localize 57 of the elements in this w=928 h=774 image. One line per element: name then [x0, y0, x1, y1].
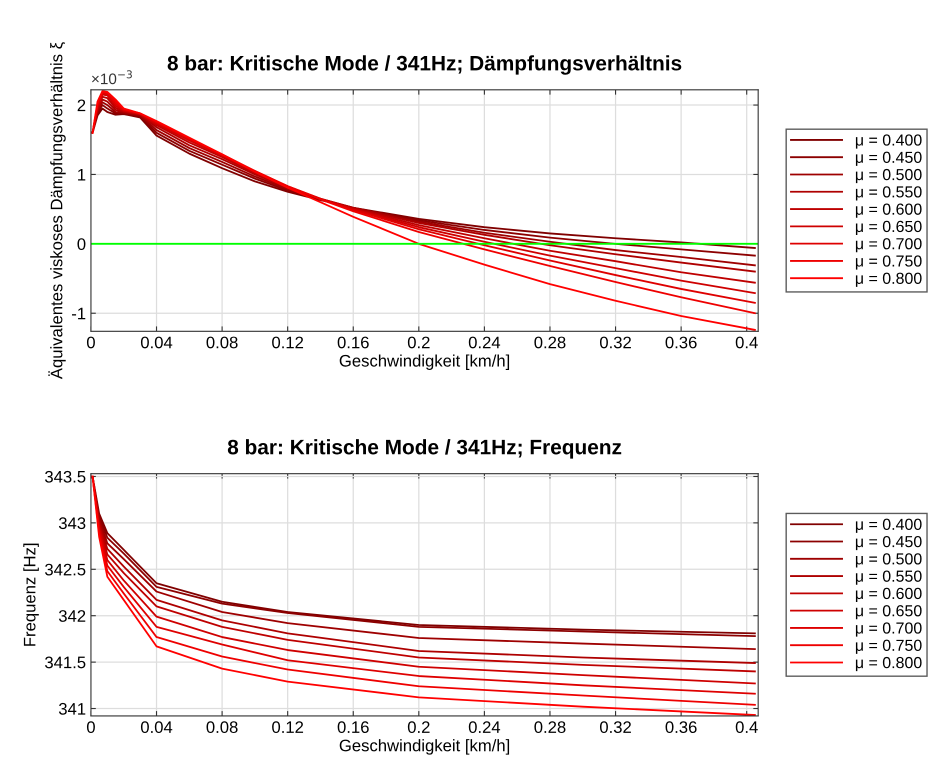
x-tick-label: 0.16 [338, 721, 369, 734]
legend-label: μ = 0.400 [856, 134, 922, 149]
chart-title: 8 bar: Kritische Mode / 341Hz; Dämpfungsverhältnis [168, 55, 682, 75]
x-tick-label: 0.24 [468, 336, 500, 348]
y-tick-label: 341 [58, 702, 86, 715]
legend-label: μ = 0.600 [856, 204, 922, 218]
x-tick-label: 0.08 [206, 721, 238, 734]
legend-label: μ = 0.450 [856, 536, 922, 550]
y-axis-title: Frequenz [Hz] [23, 544, 39, 646]
y-tick-label: 1 [78, 169, 86, 180]
y-tick-label: 0 [77, 238, 86, 250]
x-tick-label: 0.28 [534, 336, 566, 348]
x-axis-title: Geschwindigkeit [km/h] [340, 354, 510, 370]
legend-label: μ = 0.550 [856, 570, 922, 585]
legend-label: μ = 0.800 [856, 656, 922, 672]
x-tick-label: 0.32 [600, 336, 631, 348]
legend-label: μ = 0.750 [856, 255, 922, 270]
x-tick-label: 0.32 [600, 721, 631, 734]
x-tick-label: 0.2 [408, 721, 430, 734]
x-tick-label: 0.4 [736, 336, 758, 348]
legend-label: μ = 0.500 [856, 553, 922, 568]
y-tick-label: -1 [72, 308, 86, 320]
legend-label: μ = 0.400 [856, 518, 922, 533]
legend-label: μ = 0.750 [856, 640, 922, 654]
legend-label: μ = 0.700 [856, 622, 922, 637]
x-tick-label: 0 [86, 336, 95, 348]
chart-title: 8 bar: Kritische Mode / 341Hz; Frequenz [228, 439, 622, 459]
x-tick-label: 0.36 [666, 336, 697, 348]
text: ×10$^{−3}$ [92, 70, 132, 84]
y-tick-label: 341.5 [45, 656, 86, 668]
x-axis-title: Geschwindigkeit [km/h] [340, 739, 510, 755]
x-tick-label: 0.24 [468, 721, 500, 734]
y-tick-label: 342.5 [45, 564, 86, 576]
legend-label: μ = 0.700 [856, 238, 922, 252]
x-tick-label: 0.36 [666, 721, 697, 734]
x-tick-label: 0.12 [272, 721, 304, 734]
y-tick-label: 342 [58, 610, 86, 622]
y-tick-label: 343.5 [45, 470, 86, 483]
y-tick-label: 2 [78, 99, 86, 112]
x-tick-label: 0.28 [534, 721, 566, 734]
y-tick-label: 343 [58, 517, 86, 530]
x-tick-label: 0.04 [140, 721, 172, 734]
legend-label: μ = 0.500 [856, 168, 922, 184]
x-tick-label: 0 [86, 721, 95, 734]
y-axis-title: Äquivalentes viskoses Dämpfungsverhältnis ξ [48, 42, 66, 380]
legend-label: μ = 0.550 [856, 186, 922, 200]
x-tick-label: 0.08 [206, 336, 238, 348]
x-tick-label: 0.04 [140, 336, 172, 348]
x-tick-label: 0.4 [736, 721, 758, 734]
legend-label: μ = 0.450 [856, 152, 922, 166]
x-tick-label: 0.16 [338, 336, 369, 348]
x-tick-label: 0.12 [272, 336, 304, 348]
x-tick-label: 0.2 [408, 336, 430, 348]
legend-label: μ = 0.650 [856, 605, 922, 620]
legend-label: μ = 0.600 [856, 588, 922, 602]
legend-label: μ = 0.650 [856, 220, 922, 236]
legend-label: μ = 0.800 [856, 272, 922, 287]
